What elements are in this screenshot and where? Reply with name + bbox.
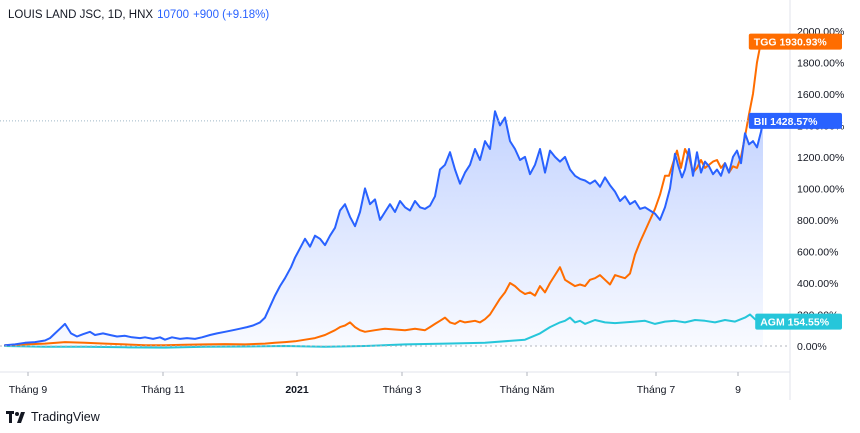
brand-name: TradingView [31,410,100,424]
y-tick-label: 800.00% [797,215,838,227]
last-value-label-tgg [748,33,842,50]
x-tick-label: 2021 [285,384,309,396]
y-tick-label: 600.00% [797,246,838,258]
series-area-bii [5,111,763,346]
footer[interactable]: TradingView [6,410,100,424]
y-tick-label: 1800.00% [797,57,844,69]
last-value-label-bii [748,112,842,129]
area-layer [5,111,763,346]
x-tick-label: Tháng 3 [383,384,422,396]
chart-header: LOUIS LAND JSC, 1D, HNX 10700 +900 (+9.18%… [8,9,269,21]
x-tick-label: Tháng 9 [9,384,48,396]
last-value-label-agm [755,313,842,330]
x-tick-label: 9 [735,384,741,396]
x-tick-label: Tháng 7 [637,384,676,396]
y-tick-label: 400.00% [797,278,838,290]
axis-layer: 0.00%200.00%400.00%600.00%800.00%1000.00… [0,0,844,400]
y-tick-label: 1000.00% [797,183,844,195]
series-line-bii [4,110,764,347]
symbol-title: LOUIS LAND JSC, 1D, HNX [8,9,154,21]
last-value-text-bii: BII 1428.57% [754,116,818,128]
last-price: 10700 [157,9,190,21]
x-tick-label: Tháng Năm [500,384,555,396]
last-value-text-tgg: TGG 1930.93% [754,37,828,49]
tradingview-logo-icon [6,411,25,423]
y-tick-label: 1600.00% [797,89,844,101]
last-value-text-agm: AGM 154.55% [760,317,830,329]
price-change: +900 (+9.18%) [193,9,270,21]
x-tick-label: Tháng 11 [141,384,185,396]
y-tick-label: 0.00% [797,341,827,353]
label-layer: BII 1428.57% TGG 1930.93% AGM 154.55% [748,33,842,330]
y-tick-label: 1200.00% [797,152,844,164]
